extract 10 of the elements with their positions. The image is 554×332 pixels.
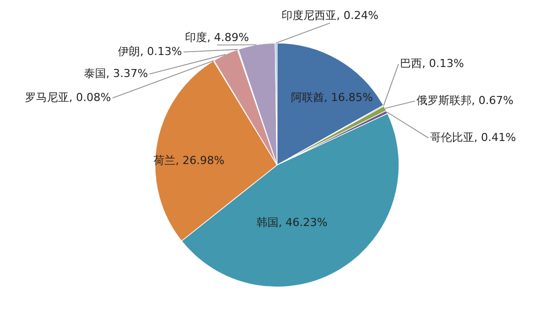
slice-label: 泰国, 3.37% [84, 67, 148, 80]
slice-label: 哥伦比亚, 0.41% [430, 131, 516, 144]
slice-label: 印度, 4.89% [185, 31, 249, 44]
slice-label: 巴西, 0.13% [400, 57, 464, 70]
slice-label: 阿联酋, 16.85% [291, 91, 373, 104]
slice-label: 罗马尼亚, 0.08% [25, 91, 111, 104]
slice-label: 俄罗斯联邦, 0.67% [416, 94, 514, 107]
slice-label: 韩国, 46.23% [256, 216, 328, 229]
slice-label: 伊朗, 0.13% [118, 45, 182, 58]
slice-label: 印度尼西亚, 0.24% [282, 9, 378, 22]
